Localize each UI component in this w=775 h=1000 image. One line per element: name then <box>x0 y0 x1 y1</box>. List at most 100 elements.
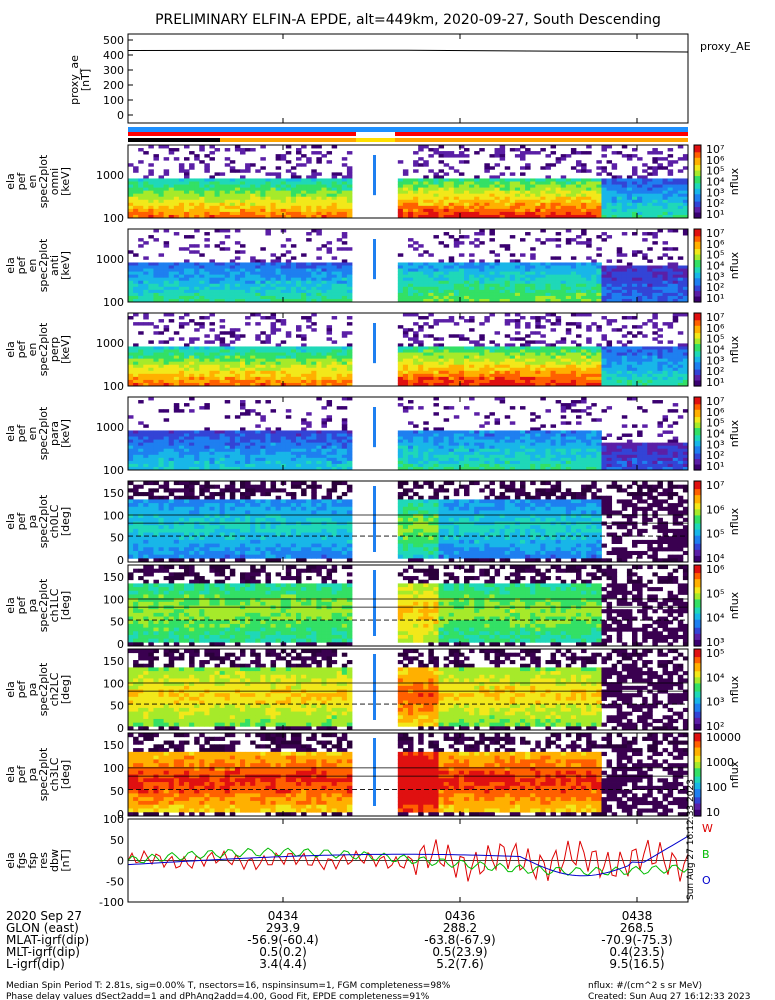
spectrogram-cell <box>158 283 165 288</box>
spectrogram-cell <box>606 322 613 326</box>
spectrogram-cell <box>581 379 587 384</box>
spectrogram-cell <box>189 196 195 201</box>
spectrogram-cell <box>250 277 256 282</box>
spectrogram-cell <box>433 382 439 387</box>
spectrogram-cell <box>458 274 465 279</box>
spectrogram-cell <box>535 322 541 326</box>
spectrogram-cell <box>560 202 567 207</box>
spectrogram-cell <box>331 370 338 375</box>
spectrogram-cell <box>275 208 282 213</box>
spectrogram-cell <box>576 376 582 381</box>
spectrogram-cell <box>535 277 541 282</box>
spectrogram-cell <box>581 373 587 378</box>
spectrogram-cell <box>285 238 292 242</box>
spectrogram-cell <box>296 148 302 152</box>
spectrogram-cell <box>626 274 633 279</box>
spectrogram-cell <box>408 346 414 350</box>
spectrogram-cell <box>560 274 567 279</box>
spectrogram-cell <box>576 151 582 155</box>
spectrogram-cell <box>178 169 185 173</box>
spectrogram-cell <box>626 187 633 192</box>
spectrogram-cell <box>397 292 404 297</box>
spectrogram-cell <box>397 325 404 329</box>
status-bar-orange <box>220 138 356 142</box>
spectrogram-cell <box>346 205 353 210</box>
spectrogram-cell <box>423 382 429 387</box>
spectrogram-cell <box>138 199 144 204</box>
spectrogram-cell <box>194 181 200 185</box>
spectrogram-cell <box>611 376 618 381</box>
spectrogram-cell <box>306 274 312 279</box>
spectrogram-cell <box>504 382 511 387</box>
spectrogram-cell <box>672 346 679 350</box>
spectrogram-cell <box>479 205 485 210</box>
spectrogram-cell <box>178 193 185 198</box>
spectrogram-cell <box>611 280 618 285</box>
spectrogram-cell <box>209 286 215 291</box>
spectrogram-cell <box>591 190 597 195</box>
spectrogram-cell <box>677 202 684 207</box>
spectrogram-cell <box>565 196 572 201</box>
spectrogram-cell <box>163 349 170 353</box>
spectrogram-cell <box>158 439 165 444</box>
spectrogram-cell <box>677 268 684 272</box>
spectrogram-cell <box>290 286 297 291</box>
spectrogram-cell <box>586 205 592 210</box>
spectrogram-cell <box>464 292 470 297</box>
spectrogram-cell <box>479 208 485 213</box>
spectrogram-cell <box>448 259 455 263</box>
spectrogram-cell <box>199 178 205 182</box>
spectrogram-cell <box>143 280 149 285</box>
spectrogram-cell <box>611 286 618 291</box>
spectrogram-cell <box>677 367 684 372</box>
spectrogram-cell <box>275 190 282 195</box>
spectrogram-cell <box>672 352 679 356</box>
spectrogram-cell <box>540 361 546 366</box>
spectrogram-cell <box>448 349 455 353</box>
spectrogram-cell <box>677 313 684 317</box>
spectrogram-cell <box>560 337 567 341</box>
spectrogram-cell <box>397 373 404 378</box>
spectrogram-cell <box>219 280 226 285</box>
spectrogram-cell <box>224 157 231 161</box>
spectrogram-cell <box>642 175 648 179</box>
spectrogram-cell <box>601 181 607 185</box>
spectrogram-cell <box>234 199 241 204</box>
spectrogram-cell <box>576 355 582 360</box>
spectrogram-cell <box>245 355 251 360</box>
spectrogram-cell <box>296 184 302 188</box>
spectrogram-cell <box>520 343 526 347</box>
spectrogram-cell <box>331 181 338 185</box>
spectrogram-cell <box>168 295 175 300</box>
spectrogram-cell <box>341 367 348 372</box>
spectrogram-cell <box>550 322 557 326</box>
spectrogram-cell <box>260 181 266 185</box>
spectrogram-cell <box>240 193 246 198</box>
spectrogram-cell <box>423 262 429 266</box>
spectrogram-cell <box>540 349 546 353</box>
spectrogram-cell <box>184 382 190 387</box>
spectrogram-cell <box>489 277 495 282</box>
spectrogram-cell <box>652 157 658 161</box>
spectrogram-cell <box>525 262 531 266</box>
spectrogram-cell <box>148 361 154 366</box>
spectrogram-cell <box>438 286 445 291</box>
spectrogram-cell <box>438 292 445 297</box>
spectrogram-cell <box>576 289 582 294</box>
spectrogram-cell <box>275 295 282 300</box>
spectrogram-cell <box>413 241 419 245</box>
spectrogram-cell <box>168 205 175 210</box>
spectrogram-cell <box>443 163 450 167</box>
spectrogram-cell <box>184 271 190 276</box>
spectrogram-cell <box>194 283 200 288</box>
spectrogram-cell <box>652 184 658 188</box>
spectrogram-cell <box>443 202 450 207</box>
spectrogram-cell <box>178 289 185 294</box>
spectrogram-cell <box>499 184 506 188</box>
spectrogram-cell <box>453 334 460 338</box>
spectrogram-cell <box>576 277 582 282</box>
spectrogram-cell <box>530 214 536 219</box>
spectrogram-cell <box>316 184 322 188</box>
spectrogram-cell <box>550 145 557 149</box>
spectrogram-cell <box>464 184 470 188</box>
